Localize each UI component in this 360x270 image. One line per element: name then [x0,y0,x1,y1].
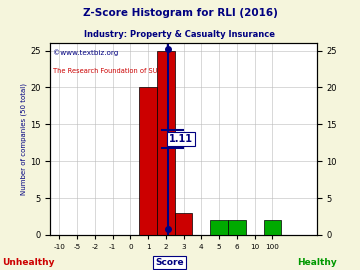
Text: The Research Foundation of SUNY: The Research Foundation of SUNY [53,68,167,74]
Bar [175,213,193,235]
Bar [157,50,175,235]
Text: Score: Score [155,258,184,266]
Text: ©www.textbiz.org: ©www.textbiz.org [53,49,118,56]
Text: Healthy: Healthy [297,258,337,266]
Bar [210,220,228,235]
Text: Z-Score Histogram for RLI (2016): Z-Score Histogram for RLI (2016) [82,8,278,18]
Text: Industry: Property & Casualty Insurance: Industry: Property & Casualty Insurance [85,30,275,39]
Bar [139,87,157,235]
Bar [264,220,281,235]
Y-axis label: Number of companies (50 total): Number of companies (50 total) [21,83,27,195]
Text: 1.11: 1.11 [169,134,193,144]
Text: Unhealthy: Unhealthy [3,258,55,266]
Bar [228,220,246,235]
